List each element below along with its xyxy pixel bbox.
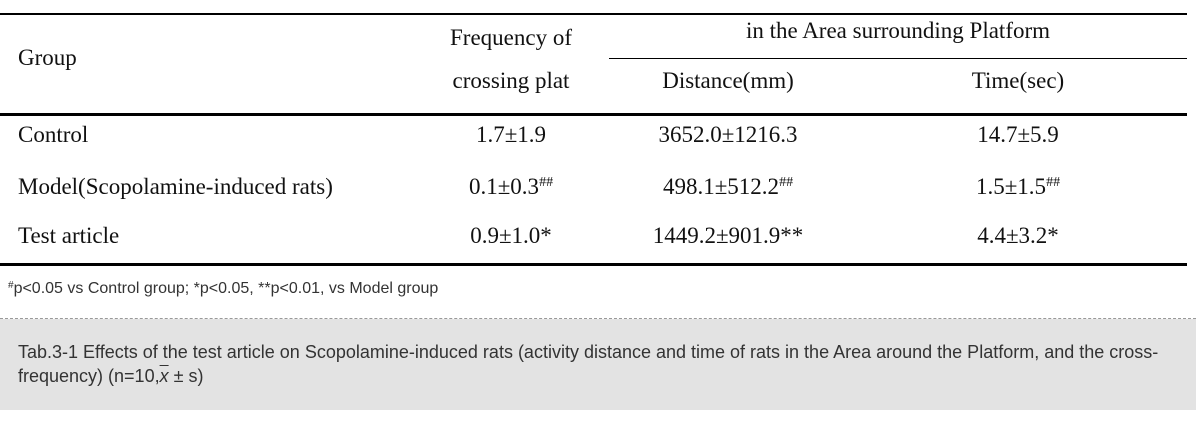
- row-time: 4.4±3.2*: [977, 223, 1059, 248]
- header-frequency-line2: crossing plat: [452, 68, 570, 93]
- table-footnote: #p<0.05 vs Control group; *p<0.05, **p<0…: [8, 280, 438, 298]
- row-frequency: 0.9±1.0*: [470, 223, 552, 248]
- header-distance: Distance(mm): [662, 68, 794, 93]
- caption-tail: ± s): [168, 366, 204, 386]
- caption-box: Tab.3-1 Effects of the test article on S…: [0, 319, 1196, 410]
- row-time: 1.5±1.5##: [975, 174, 1061, 199]
- caption-mean-symbol: x: [159, 366, 169, 386]
- row-distance: 498.1±512.2##: [662, 174, 794, 199]
- row-frequency: 1.7±1.9: [475, 122, 547, 147]
- footnote-text: p<0.05 vs Control group; *p<0.05, **p<0.…: [13, 280, 439, 297]
- row-time: 14.7±5.9: [977, 122, 1059, 147]
- row-distance: 3652.0±1216.3: [658, 122, 798, 147]
- row-frequency: 0.1±0.3##: [468, 174, 554, 199]
- header-frequency-line1: Frequency of: [450, 25, 572, 50]
- table-top-rule: [0, 13, 1187, 15]
- footnote-mark: #: [8, 280, 14, 291]
- header-group: Group: [18, 45, 77, 70]
- header-time: Time(sec): [971, 68, 1065, 93]
- row-group: Test article: [18, 223, 120, 248]
- table-subheader-rule: [609, 58, 1187, 59]
- header-area-group: in the Area surrounding Platform: [745, 18, 1051, 43]
- table-caption: Tab.3-1 Effects of the test article on S…: [18, 340, 1190, 388]
- row-group: Control: [18, 122, 89, 147]
- caption-divider: [0, 318, 1196, 319]
- table-header-rule: [0, 113, 1187, 116]
- caption-text: Tab.3-1 Effects of the test article on S…: [18, 342, 1159, 386]
- table-bottom-rule: [0, 263, 1187, 266]
- row-distance: 1449.2±901.9**: [652, 223, 804, 248]
- row-group: Model(Scopolamine-induced rats): [18, 174, 333, 199]
